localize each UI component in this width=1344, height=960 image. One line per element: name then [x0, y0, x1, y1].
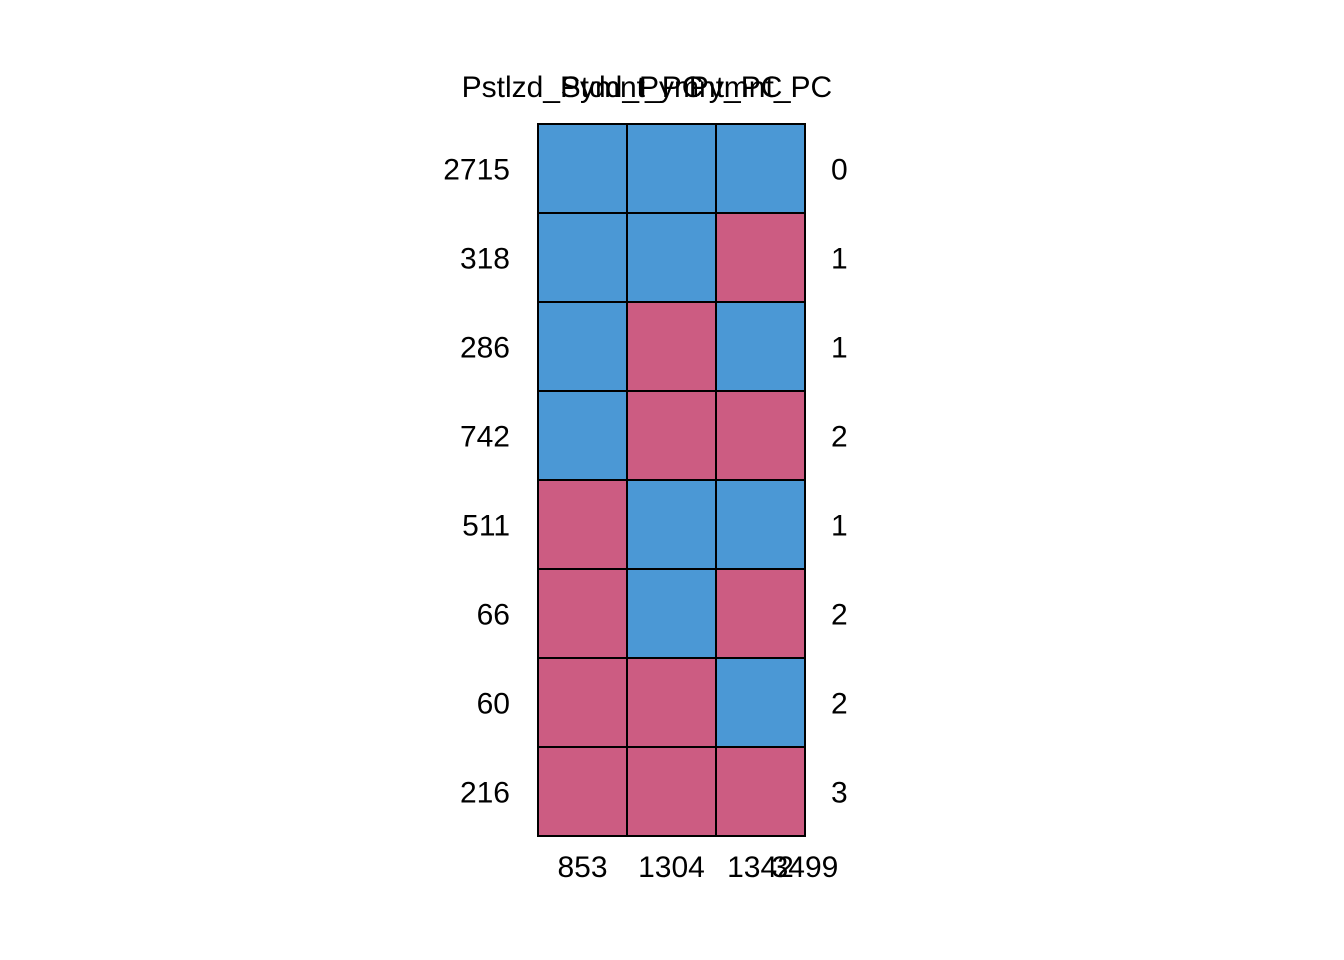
total-missing-label: 3499 — [772, 851, 839, 884]
missing-cell — [626, 746, 717, 837]
column-label: Pstlzd_Pymnt_PC — [462, 71, 704, 104]
missing-cell — [626, 301, 717, 392]
pattern-count-label: 66 — [477, 599, 510, 632]
pattern-missing-labels: 0 1 1 2 1 2 2 3 — [831, 154, 848, 810]
missing-cell — [537, 746, 628, 837]
observed-cell — [537, 212, 628, 303]
observed-cell — [537, 301, 628, 392]
missing-cell — [626, 657, 717, 748]
pattern-missing-label: 2 — [831, 599, 848, 632]
observed-cell — [626, 123, 717, 214]
pattern-count-labels: 2715 318 286 742 511 66 60 216 — [443, 154, 510, 810]
pattern-count-label: 286 — [460, 332, 510, 365]
missing-cell — [715, 746, 806, 837]
missing-cell — [537, 479, 628, 570]
column-label: Pymnt_PC — [689, 71, 832, 104]
observed-cell — [537, 390, 628, 481]
observed-cell — [715, 123, 806, 214]
missing-cell — [537, 568, 628, 659]
pattern-cells — [537, 123, 806, 837]
pattern-count-label: 60 — [477, 688, 510, 721]
column-missing-count-label: 853 — [557, 851, 607, 884]
observed-cell — [715, 479, 806, 570]
column-label: Stdd_Pymnt_PC — [561, 71, 783, 104]
pattern-count-label: 318 — [460, 243, 510, 276]
missing-cell — [715, 212, 806, 303]
pattern-missing-label: 1 — [831, 510, 848, 543]
pattern-count-label: 742 — [460, 421, 510, 454]
pattern-missing-label: 1 — [831, 332, 848, 365]
pattern-missing-label: 0 — [831, 154, 848, 187]
pattern-missing-label: 2 — [831, 688, 848, 721]
observed-cell — [715, 657, 806, 748]
pattern-missing-label: 3 — [831, 777, 848, 810]
pattern-missing-label: 2 — [831, 421, 848, 454]
missing-cell — [626, 390, 717, 481]
column-missing-count-label: 1342 — [727, 851, 794, 884]
pattern-count-label: 216 — [460, 777, 510, 810]
column-missing-count-label: 1304 — [638, 851, 705, 884]
pattern-count-label: 2715 — [443, 154, 510, 187]
observed-cell — [537, 123, 628, 214]
missing-cell — [715, 390, 806, 481]
observed-cell — [626, 479, 717, 570]
observed-cell — [626, 212, 717, 303]
pattern-missing-label: 1 — [831, 243, 848, 276]
missing-cell — [715, 568, 806, 659]
observed-cell — [715, 301, 806, 392]
observed-cell — [626, 568, 717, 659]
missing-cell — [537, 657, 628, 748]
pattern-count-label: 511 — [462, 510, 510, 543]
